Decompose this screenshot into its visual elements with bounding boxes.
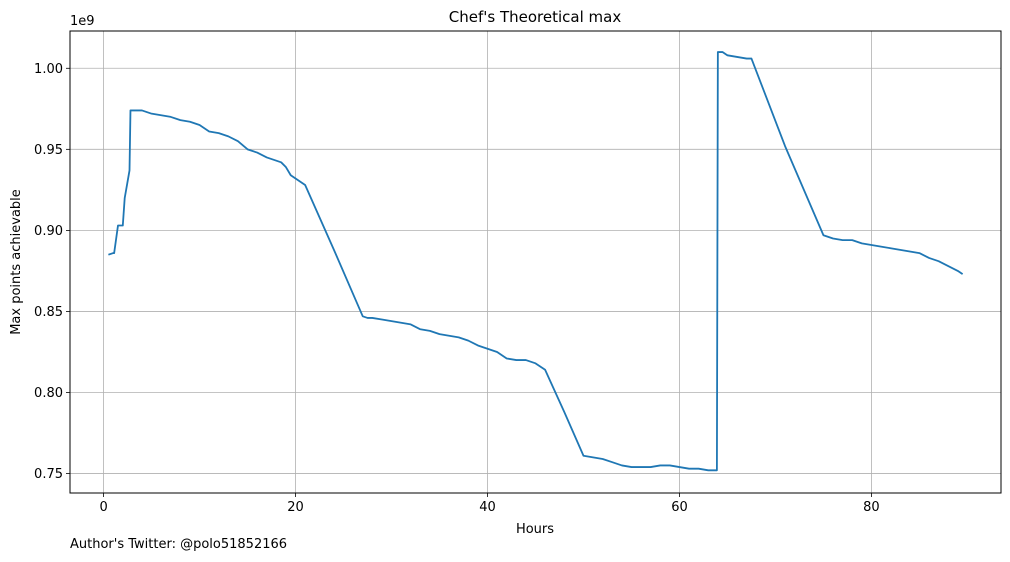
grid: [70, 31, 1001, 493]
x-tick-label: 40: [479, 500, 496, 515]
x-tick-label: 20: [287, 500, 304, 515]
plot-frame: [69, 30, 1002, 494]
y-tick-label: 0.95: [34, 143, 63, 158]
y-axis-label: Max points achievable: [9, 189, 24, 335]
y-tick-label: 0.80: [34, 386, 63, 401]
x-tick-label: 60: [671, 500, 688, 515]
y-axis-offset-label: 1e9: [70, 14, 95, 29]
chart-title: Chef's Theoretical max: [449, 8, 622, 26]
y-tick-label: 0.85: [34, 305, 63, 320]
series-layer: [108, 51, 964, 472]
y-tick-label: 0.75: [34, 467, 63, 482]
author-credit: Author's Twitter: @polo51852166: [70, 537, 288, 552]
y-tick-label: 1.00: [34, 62, 63, 77]
x-axis-label: Hours: [516, 522, 554, 537]
x-tick-label: 0: [99, 500, 107, 515]
x-tick-label: 80: [863, 500, 880, 515]
y-tick-label: 0.90: [34, 224, 63, 239]
series-line: [108, 51, 964, 472]
ticks: 0 20 40 60 80 0.75 0.80 0.85 0.90 0.95 1.00: [34, 62, 880, 515]
